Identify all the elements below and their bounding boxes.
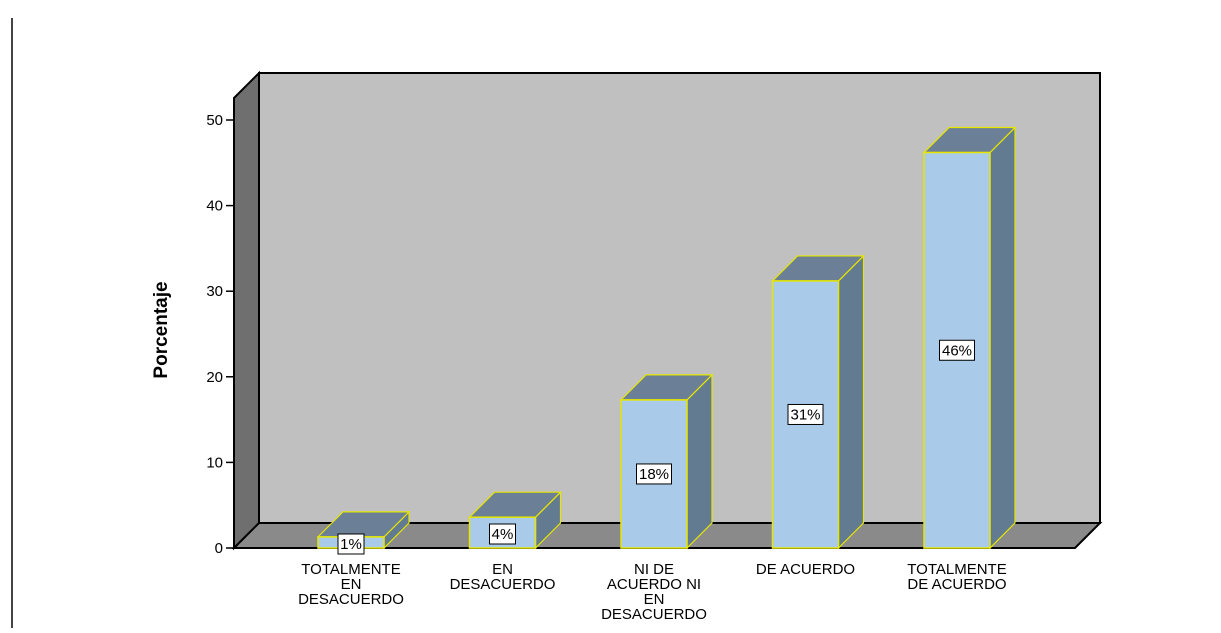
y-tick-label: 30 xyxy=(206,283,223,300)
y-tick-label: 50 xyxy=(206,112,223,129)
data-label: 1% xyxy=(340,536,362,553)
y-tick-label: 0 xyxy=(215,540,223,557)
data-label-box xyxy=(787,403,824,425)
bar-4: 31% xyxy=(771,254,865,550)
side-wall xyxy=(233,70,260,551)
bars-group: 1% 4% 18% 31% 46% xyxy=(316,126,1017,555)
data-label-box xyxy=(636,463,672,485)
category-label: DE ACUERDO xyxy=(756,561,855,578)
data-label-box xyxy=(939,339,975,361)
y-tick-label: 40 xyxy=(206,198,223,215)
data-label: 4% xyxy=(492,526,514,543)
data-label-box xyxy=(337,533,365,555)
bar-1: 1% xyxy=(316,510,411,555)
y-tick-label: 20 xyxy=(206,369,223,386)
data-label-box xyxy=(489,523,516,545)
category-label: NI DE ACUERDO NI EN DESACUERDO xyxy=(601,561,707,623)
category-label: EN DESACUERDO xyxy=(450,561,556,593)
y-axis: 0 10 20 30 40 50 xyxy=(206,112,234,557)
bar-2: 4% xyxy=(468,490,562,550)
bar-side xyxy=(989,126,1016,550)
left-border-line xyxy=(11,18,13,628)
data-label: 31% xyxy=(790,406,820,423)
data-label: 18% xyxy=(639,466,669,483)
category-label: TOTALMENTE EN DESACUERDO xyxy=(298,561,404,608)
x-axis-labels: TOTALMENTE EN DESACUERDO EN DESACUERDO NI DE A… xyxy=(298,561,1007,623)
bar-side xyxy=(837,254,865,550)
bar-side xyxy=(686,373,713,550)
category-label: TOTALMENTE DE ACUERDO xyxy=(907,561,1006,593)
bar xyxy=(923,151,991,549)
bar-5: 46% xyxy=(922,126,1017,550)
bar-3: 18% xyxy=(619,373,714,550)
data-label: 46% xyxy=(942,342,972,359)
y-axis-title: Porcentaje xyxy=(151,281,172,378)
y-tick-label: 10 xyxy=(206,454,223,471)
